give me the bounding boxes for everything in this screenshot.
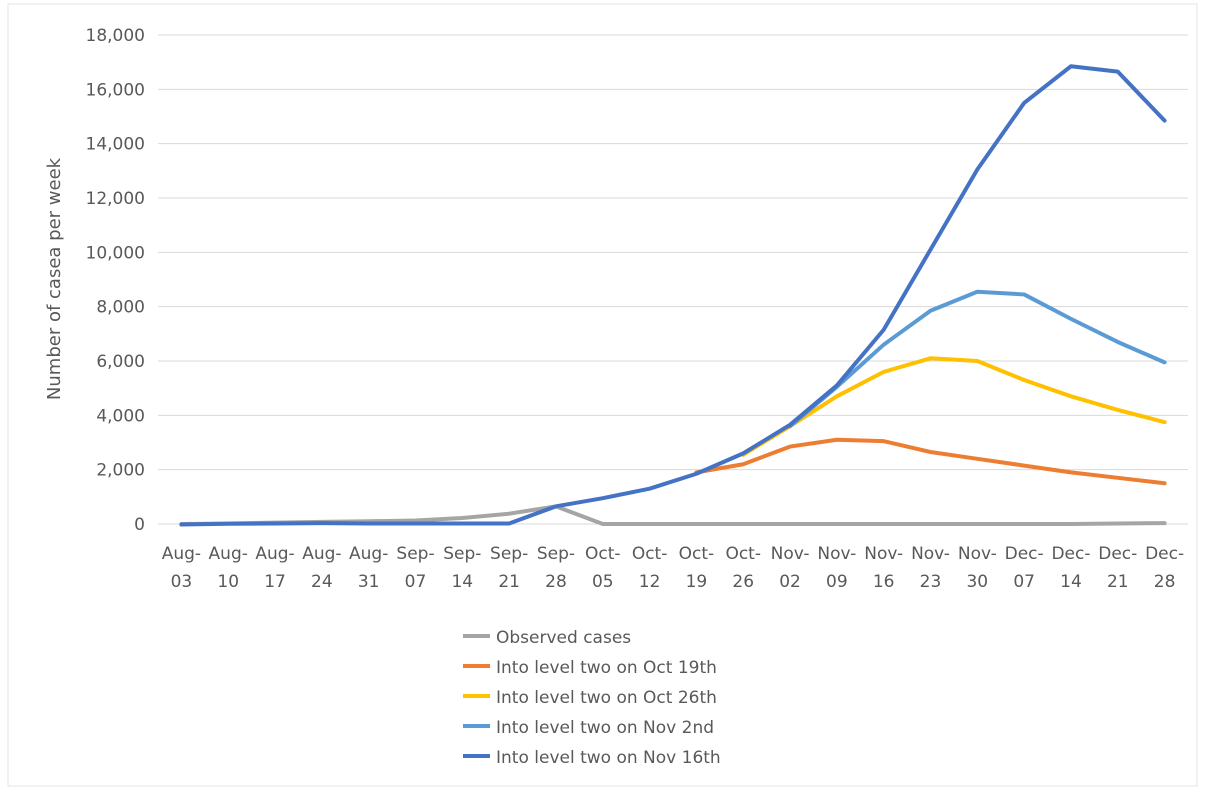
x-tick-label: Sep-07: [396, 544, 434, 592]
x-tick-label: Dec-21: [1098, 544, 1137, 592]
series-line-5: [179, 64, 1167, 527]
x-tick-label: Nov-02: [771, 544, 810, 592]
legend-label: Into level two on Oct 26th: [496, 688, 717, 708]
x-tick-label: Oct-12: [632, 544, 668, 592]
x-tick-label: Aug-03: [162, 544, 201, 592]
legend: Observed cases Into level two on Oct 19th…: [463, 628, 721, 768]
x-tick-label: Sep-14: [443, 544, 481, 592]
x-tick-label: Sep-28: [537, 544, 575, 592]
series-line-4: [788, 289, 1167, 429]
x-tick-label: Oct-19: [679, 544, 715, 592]
x-tick-label: Aug-17: [255, 544, 294, 592]
y-tick-label: 12,000: [86, 189, 145, 209]
x-tick-label: Sep-21: [490, 544, 528, 592]
y-tick-label: 18,000: [86, 26, 145, 46]
y-tick-label: 0: [134, 515, 145, 535]
y-tick-label: 14,000: [86, 135, 145, 155]
y-tick-label: 10,000: [86, 243, 145, 263]
legend-label: Into level two on Nov 2nd: [496, 718, 714, 738]
y-tick-label: 4,000: [96, 406, 145, 426]
series-lines: [179, 64, 1167, 527]
x-tick-label: Oct-05: [585, 544, 621, 592]
x-tick-label: Nov-30: [958, 544, 997, 592]
chart-frame: [7, 3, 1198, 787]
y-tick-label: 6,000: [96, 352, 145, 372]
legend-label: Into level two on Oct 19th: [496, 658, 717, 678]
x-tick-label: Aug-31: [349, 544, 388, 592]
series-line-3: [741, 356, 1167, 457]
x-tick-label: Dec-07: [1005, 544, 1044, 592]
y-tick-label: 8,000: [96, 298, 145, 318]
x-tick-label: Nov-16: [864, 544, 903, 592]
x-tick-label: Nov-23: [911, 544, 950, 592]
x-tick-label: Oct-26: [725, 544, 761, 592]
x-tick-label: Dec-14: [1051, 544, 1090, 592]
x-tick-label: Aug-10: [209, 544, 248, 592]
y-tick-label: 2,000: [96, 461, 145, 481]
y-tick-label: 16,000: [86, 80, 145, 100]
legend-label: Into level two on Nov 16th: [496, 748, 721, 768]
x-axis-ticks: Aug-03Aug-10Aug-17Aug-24Aug-31Sep-07Sep-…: [162, 544, 1184, 592]
x-tick-label: Nov-09: [817, 544, 856, 592]
series-line-2: [694, 437, 1167, 486]
legend-label: Observed cases: [496, 628, 631, 648]
x-tick-label: Dec-28: [1145, 544, 1184, 592]
x-tick-label: Aug-24: [302, 544, 341, 592]
y-axis-title: Number of casea per week: [44, 157, 65, 400]
y-axis-ticks: 0 2,000 4,000 6,000 8,000 10,000 12,000 14,000 1…: [86, 26, 145, 535]
